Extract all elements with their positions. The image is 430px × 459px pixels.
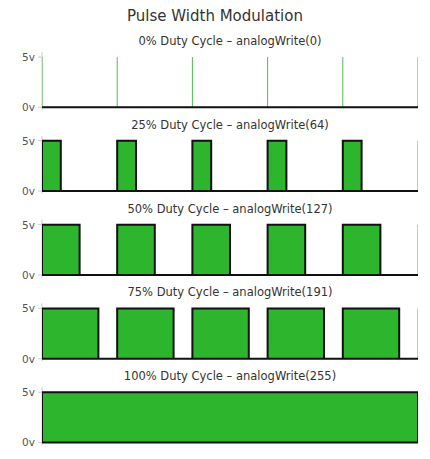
signal-area: [42, 308, 418, 358]
plot-area: [42, 308, 418, 358]
panel: 100% Duty Cycle – analogWrite(255) 0v 5v: [22, 369, 418, 448]
grid-line: [267, 57, 268, 107]
grid-line: [418, 308, 419, 358]
main-title: Pulse Width Modulation: [127, 7, 303, 25]
y-tick-label: 0v: [22, 353, 35, 365]
y-tick: [38, 140, 42, 141]
y-tick-label: 0v: [22, 185, 35, 197]
panel-title: 100% Duty Cycle – analogWrite(255): [124, 369, 336, 383]
y-tick: [38, 308, 42, 309]
y-tick: [38, 274, 42, 275]
panel: 75% Duty Cycle – analogWrite(191) 0v 5v: [22, 285, 418, 364]
panel-title: 0% Duty Cycle – analogWrite(0): [138, 34, 321, 48]
panel: 0% Duty Cycle – analogWrite(0) 0v 5v: [22, 34, 418, 113]
grid-line: [117, 57, 118, 107]
panel-title: 25% Duty Cycle – analogWrite(64): [131, 118, 329, 132]
grid-line: [42, 57, 43, 107]
signal-area: [42, 106, 418, 108]
grid-line: [418, 141, 419, 191]
panel: 50% Duty Cycle – analogWrite(127) 0v 5v: [22, 202, 418, 281]
y-tick: [38, 442, 42, 443]
y-tick: [38, 224, 42, 225]
panel-title: 75% Duty Cycle – analogWrite(191): [127, 285, 332, 299]
y-tick-label: 0v: [22, 101, 35, 113]
y-tick-label: 5v: [22, 51, 35, 63]
grid-line: [418, 57, 419, 107]
y-tick: [38, 107, 42, 108]
y-tick-label: 0v: [22, 436, 35, 448]
grid-line: [418, 225, 419, 275]
y-axis-line: [42, 52, 43, 110]
background: [0, 0, 430, 459]
signal-area: [42, 141, 418, 191]
chart: Pulse Width Modulation 0% Duty Cycle – an…: [0, 0, 430, 459]
grid-line: [192, 57, 193, 107]
signal-area: [42, 225, 418, 275]
plot-area: [42, 392, 418, 442]
grid-line: [342, 57, 343, 107]
plot-area: [42, 141, 418, 191]
y-tick: [38, 392, 42, 393]
plot-area: [42, 57, 418, 107]
plot-area: [42, 225, 418, 275]
signal-area: [42, 392, 418, 442]
y-tick-label: 5v: [22, 302, 35, 314]
panel-title: 50% Duty Cycle – analogWrite(127): [127, 202, 332, 216]
y-tick: [38, 191, 42, 192]
y-tick: [38, 358, 42, 359]
panel: 25% Duty Cycle – analogWrite(64) 0v 5v: [22, 118, 418, 197]
y-tick-label: 5v: [22, 135, 35, 147]
y-tick-label: 5v: [22, 386, 35, 398]
y-tick-label: 0v: [22, 269, 35, 281]
y-tick: [38, 57, 42, 58]
y-tick-label: 5v: [22, 219, 35, 231]
